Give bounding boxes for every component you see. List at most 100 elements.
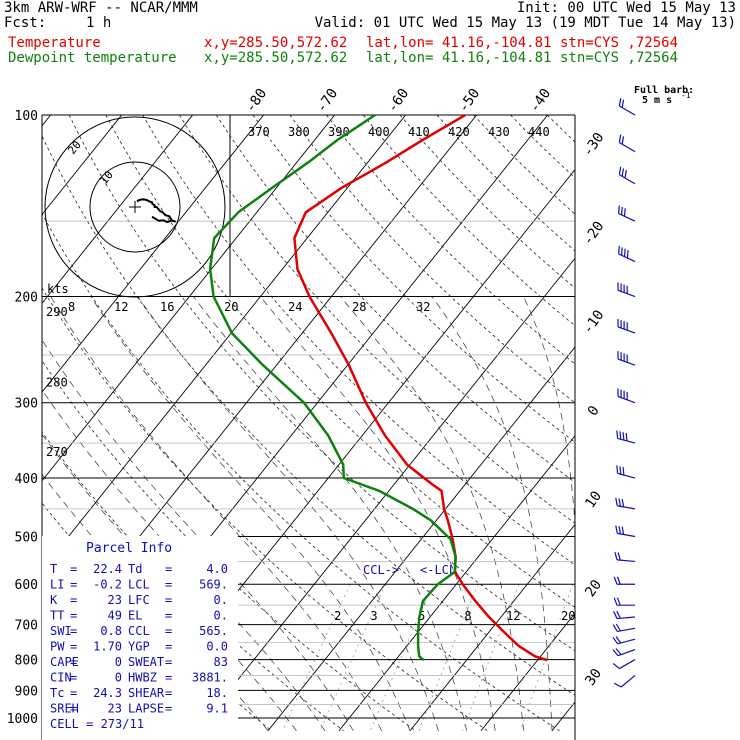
dry-adiabat-line [68, 115, 575, 652]
dry-adiabat-line [546, 115, 575, 143]
dry-adiabat-line [42, 212, 560, 732]
mixing-ratio-line [282, 584, 351, 731]
theta-label: 380 [288, 125, 310, 139]
dry-adiabat-line [105, 115, 575, 608]
wind-barb-flag [615, 636, 622, 644]
moist-adiabat-line [42, 339, 354, 731]
isotherm-label: 30 [582, 666, 605, 689]
wind-barb-flag [616, 597, 621, 606]
dewpoint-legend: Dewpoint temperature [8, 50, 177, 66]
wind-barb-flag [621, 498, 625, 507]
isotherm-label: -60 [385, 86, 413, 116]
pressure-label: 500 [15, 530, 38, 545]
parcel-cell: CELL = 273/11 [50, 717, 144, 731]
dry-adiabat-line [399, 115, 575, 289]
wind-barb-flag [613, 682, 622, 688]
wind-barb [617, 351, 636, 366]
parcel-label: SREH [50, 702, 79, 716]
hodograph-units: kts [47, 282, 69, 296]
moist-adiabat-line [137, 296, 439, 731]
dewpoint-xy: x,y=285.50,572.62 [204, 50, 348, 66]
mixing-ratio-line [370, 584, 433, 731]
parcel-label: Tc [50, 686, 64, 700]
ccl-marker: CCL-> [363, 563, 399, 577]
wind-barb-flag [619, 431, 622, 440]
isotherm-line [338, 435, 575, 732]
dry-adiabat-line [142, 115, 575, 566]
parcel-label: SWEAT [128, 655, 164, 669]
isotherm-label: -20 [580, 219, 608, 249]
pressure-label: 1000 [7, 712, 38, 727]
isotherm-line [196, 257, 575, 732]
parcel-equals: = [165, 640, 172, 654]
dry-adiabat-line [42, 287, 488, 732]
parcel-label: SWI [50, 624, 72, 638]
parcel-equals: = [165, 624, 172, 638]
temperature-latlon: lat,lon= 41.16,-104.81 [366, 35, 552, 51]
parcel-label: LI [50, 578, 64, 592]
wind-barb-flag [622, 432, 625, 441]
parcel-equals: = [70, 609, 77, 623]
parcel-label: LAPSE [128, 702, 164, 716]
parcel-equals: = [165, 686, 172, 700]
parcel-label: YGP [128, 640, 150, 654]
wind-barb-flag [621, 99, 625, 108]
pressure-label: 600 [15, 578, 38, 593]
speed-label: 28 [352, 300, 366, 314]
dewpoint-profile [208, 115, 457, 662]
parcel-label: T [50, 562, 57, 576]
wind-barb-flag [615, 525, 618, 534]
parcel-value: 1.70 [93, 640, 122, 654]
dry-adiabat-line [436, 115, 575, 252]
wind-barb-flag [618, 134, 622, 143]
isotherm-line [480, 612, 575, 732]
wind-barb-flag [623, 248, 626, 257]
temperature-station: stn=CYS ,72564 [560, 35, 679, 51]
parcel-equals: = [70, 593, 77, 607]
parcel-value: 23 [108, 593, 122, 607]
valid-time: Valid: 01 UTC Wed 15 May 13 (19 MDT Tue … [314, 15, 736, 31]
parcel-equals: = [70, 562, 77, 576]
wind-barb [616, 465, 636, 479]
isotherm-line [42, 115, 194, 305]
wind-barb [614, 552, 636, 563]
wind-barb-flag [621, 206, 623, 215]
wind-barb [613, 610, 636, 620]
lcl-marker: <-LCL [420, 563, 456, 577]
wind-barb-flag [621, 168, 625, 177]
wind-barb [613, 576, 635, 585]
mixing-ratio-label: 2 [334, 609, 341, 623]
wind-barb-flag [615, 648, 622, 655]
parcel-label: CIN [50, 671, 72, 685]
forecast-label: Fcst: [4, 15, 47, 31]
parcel-equals: = [70, 640, 77, 654]
forecast-value: 1 h [86, 15, 112, 31]
wind-barb-flag [613, 611, 618, 619]
wind-barb [618, 245, 636, 263]
wind-barb [618, 98, 636, 116]
pressure-label: 700 [15, 619, 38, 634]
wind-barb-flag [612, 649, 619, 657]
wind-barb-flag [613, 597, 618, 606]
speed-label: 8 [68, 300, 75, 314]
theta-label: 420 [448, 125, 470, 139]
wind-barb [612, 648, 636, 657]
wind-barb-flag [616, 576, 621, 585]
mixing-ratio-line [520, 584, 574, 731]
moist-adiabat-line [50, 296, 382, 731]
pressure-label: 100 [15, 109, 38, 124]
barb-legend-title: Full barb: [634, 85, 694, 96]
wind-barb-flag [612, 663, 620, 670]
parcel-equals: = [70, 686, 77, 700]
parcel-value: -0.2 [93, 578, 122, 592]
wind-barb-flag [621, 247, 623, 256]
isotherm-line [694, 115, 740, 731]
moist-adiabat-line [340, 296, 524, 731]
dry-adiabat-line [362, 115, 575, 327]
wind-barb [615, 525, 636, 538]
mixing-ratio-label: 12 [506, 609, 520, 623]
wind-barb-flag [618, 525, 622, 535]
wind-barb-flag [613, 576, 618, 585]
pressure-label: 800 [15, 654, 38, 669]
isotherm-label: -30 [580, 130, 608, 160]
